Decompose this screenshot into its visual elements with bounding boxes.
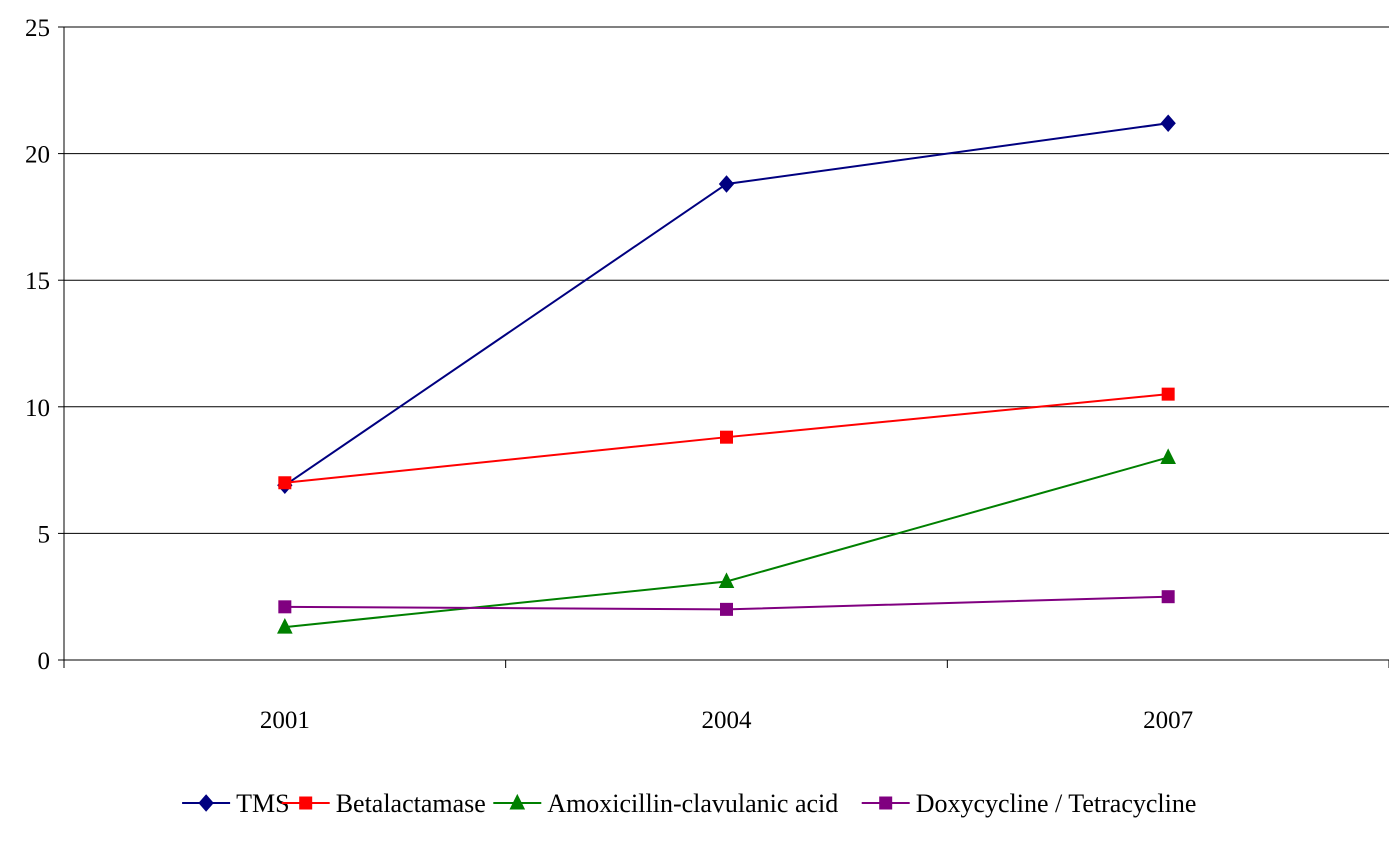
- y-tick-label: 0: [38, 648, 51, 675]
- series-3: [278, 590, 1175, 616]
- legend-label: Amoxicillin-clavulanic acid: [547, 789, 838, 818]
- series-2: [277, 448, 1176, 634]
- data-point: [718, 175, 735, 193]
- data-point: [277, 617, 293, 634]
- y-tick-label: 5: [38, 521, 51, 548]
- data-point: [1160, 448, 1176, 464]
- legend-label: TMS: [236, 789, 289, 818]
- y-tick-label: 10: [25, 395, 50, 422]
- legend: TMS Betalactamase Amoxicillin-clavulanic a…: [182, 789, 1196, 818]
- data-point: [278, 600, 292, 614]
- y-tick-label: 20: [25, 142, 50, 169]
- axes: 0 5 10 15 20 25 2001 2004 2007: [25, 15, 1389, 734]
- legend-marker: [509, 793, 526, 810]
- series-1: [278, 387, 1175, 490]
- legend-item: Betalactamase: [281, 789, 486, 818]
- legend-item: Amoxicillin-clavulanic acid: [493, 789, 838, 818]
- x-tick-label: 2007: [1143, 707, 1193, 734]
- x-tick-label: 2004: [702, 707, 753, 734]
- legend-label: Doxycycline / Tetracycline: [916, 789, 1197, 818]
- legend-marker: [299, 796, 313, 810]
- data-point: [720, 430, 733, 444]
- data-point: [278, 476, 292, 490]
- legend-item: Doxycycline / Tetracycline: [861, 789, 1197, 818]
- data-point: [1160, 114, 1176, 132]
- legend-label: Betalactamase: [336, 789, 486, 818]
- legend-marker: [879, 796, 893, 810]
- legend-item: TMS: [182, 789, 290, 818]
- y-tick-label: 15: [25, 268, 50, 295]
- series-lines: [277, 114, 1176, 634]
- y-tick-label: 25: [25, 15, 50, 42]
- legend-marker: [198, 794, 214, 812]
- series-line: [284, 456, 1169, 629]
- data-point: [720, 602, 733, 616]
- data-point: [1161, 387, 1175, 401]
- data-point: [718, 572, 735, 589]
- x-tick-label: 2001: [260, 707, 310, 734]
- gridlines: [64, 26, 1389, 534]
- data-point: [1161, 590, 1175, 604]
